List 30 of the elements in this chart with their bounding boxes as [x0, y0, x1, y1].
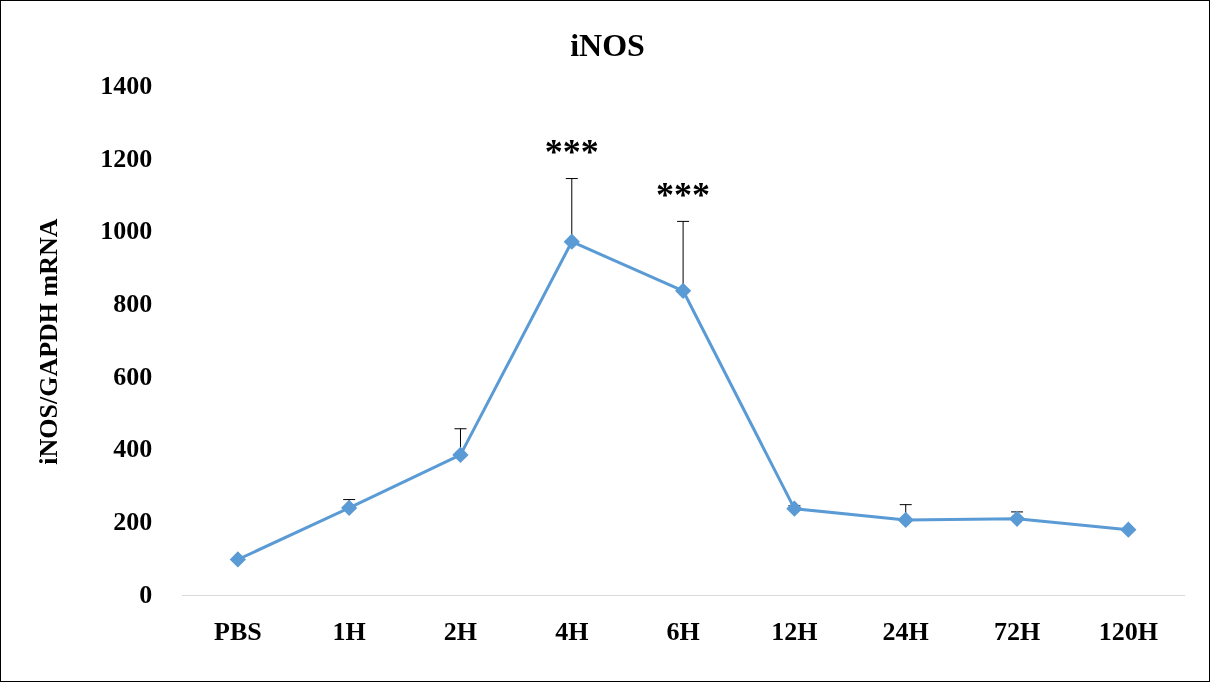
annotation: ***	[656, 174, 711, 215]
x-tick-label: 72H	[993, 617, 1041, 647]
point	[786, 501, 802, 517]
point	[230, 551, 246, 567]
y-tick-label: 400	[113, 434, 153, 464]
y-axis-title: iNOS/GAPDH mRNA	[34, 218, 64, 465]
point	[1120, 522, 1136, 538]
x-tick-label: 4H	[555, 617, 589, 647]
point	[564, 234, 580, 250]
annotation: ***	[544, 131, 599, 172]
point	[675, 283, 691, 299]
y-tick-label: 200	[113, 506, 153, 536]
y-tick-label: 1200	[100, 143, 153, 173]
x-tick-label: 120H	[1098, 617, 1158, 647]
point	[452, 447, 468, 463]
y-tick-label: 1400	[100, 71, 153, 101]
y-tick-label: 800	[113, 289, 153, 318]
x-tick-label: PBS	[214, 617, 262, 647]
point	[898, 512, 914, 528]
chart-title: iNOS	[570, 27, 645, 64]
y-tick-label: 0	[139, 579, 153, 609]
x-tick-label: 24H	[882, 617, 929, 647]
x-tick-label: 6H	[666, 617, 700, 647]
y-tick-label: 1000	[100, 216, 153, 246]
x-tick-label: 1H	[332, 617, 366, 647]
x-tick-label: 12H	[771, 617, 818, 647]
y-tick-label: 600	[113, 361, 153, 391]
point	[1009, 511, 1025, 527]
x-tick-label: 2H	[443, 617, 478, 647]
point	[341, 500, 357, 516]
